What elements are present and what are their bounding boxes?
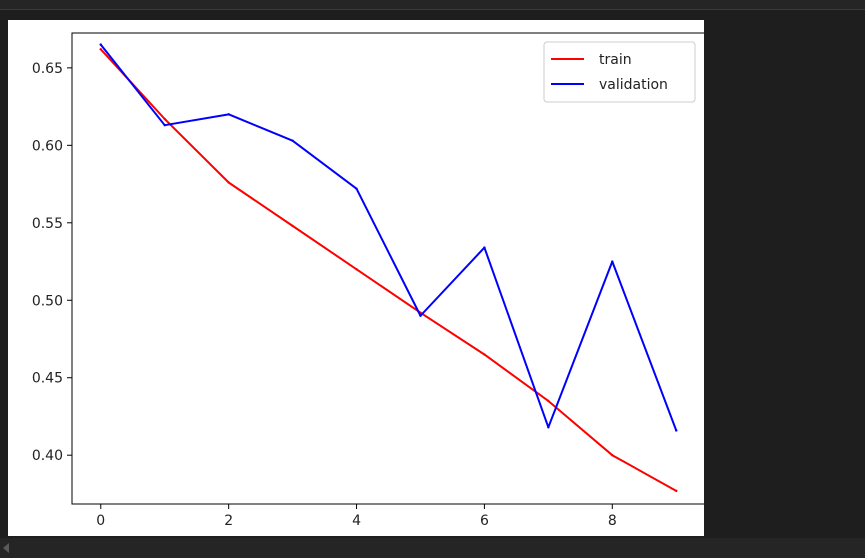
data-point-train	[547, 399, 550, 403]
series-line-train	[99, 47, 678, 493]
line-chart: 0 2 4 6 8 0.40 0.45 0.50 0.55 0.60 0.65 train valid…	[32, 32, 706, 529]
data-point-train	[99, 48, 102, 51]
legend-label-validation: validation	[599, 77, 668, 93]
data-point-validation	[99, 43, 102, 46]
y-tick-label: 0.60	[32, 138, 63, 154]
y-tick-label: 0.55	[32, 216, 63, 232]
y-tick-label: 0.50	[32, 293, 63, 309]
y-tick-label: 0.40	[32, 448, 63, 464]
x-tick-label: 2	[224, 513, 233, 529]
chevron-left-icon[interactable]	[3, 543, 9, 553]
x-tick-label: 4	[352, 513, 361, 529]
data-point-train	[227, 181, 230, 184]
data-point-train	[291, 224, 294, 228]
x-tick-label: 8	[608, 513, 617, 529]
y-tick-label: 0.45	[32, 371, 63, 387]
data-point-validation	[163, 123, 166, 127]
data-point-validation	[355, 187, 358, 190]
data-point-validation	[483, 246, 486, 249]
x-tick-label: 6	[480, 513, 489, 529]
data-point-validation	[419, 314, 422, 317]
series-line-validation	[99, 43, 678, 432]
legend: train validation	[543, 41, 696, 103]
notebook-toolbar	[0, 0, 865, 10]
horizontal-scrollbar[interactable]	[0, 538, 865, 558]
data-point-train	[163, 117, 166, 121]
legend-box	[543, 41, 696, 103]
data-point-validation	[291, 139, 294, 142]
data-point-train	[355, 268, 358, 271]
x-tick-label: 0	[96, 513, 105, 529]
data-point-train	[611, 454, 614, 457]
cell-output-area: 0 2 4 6 8 0.40 0.45 0.50 0.55 0.60 0.65 train valid…	[0, 10, 865, 538]
y-tick-label: 0.65	[32, 61, 63, 77]
data-point-validation	[675, 429, 678, 432]
data-point-train	[675, 489, 678, 493]
data-point-validation	[611, 260, 614, 263]
data-point-train	[483, 353, 486, 356]
legend-label-train: train	[599, 52, 632, 68]
chart-figure: 0 2 4 6 8 0.40 0.45 0.50 0.55 0.60 0.65 train valid…	[8, 20, 706, 536]
data-point-validation	[227, 113, 230, 116]
data-point-validation	[547, 426, 550, 429]
